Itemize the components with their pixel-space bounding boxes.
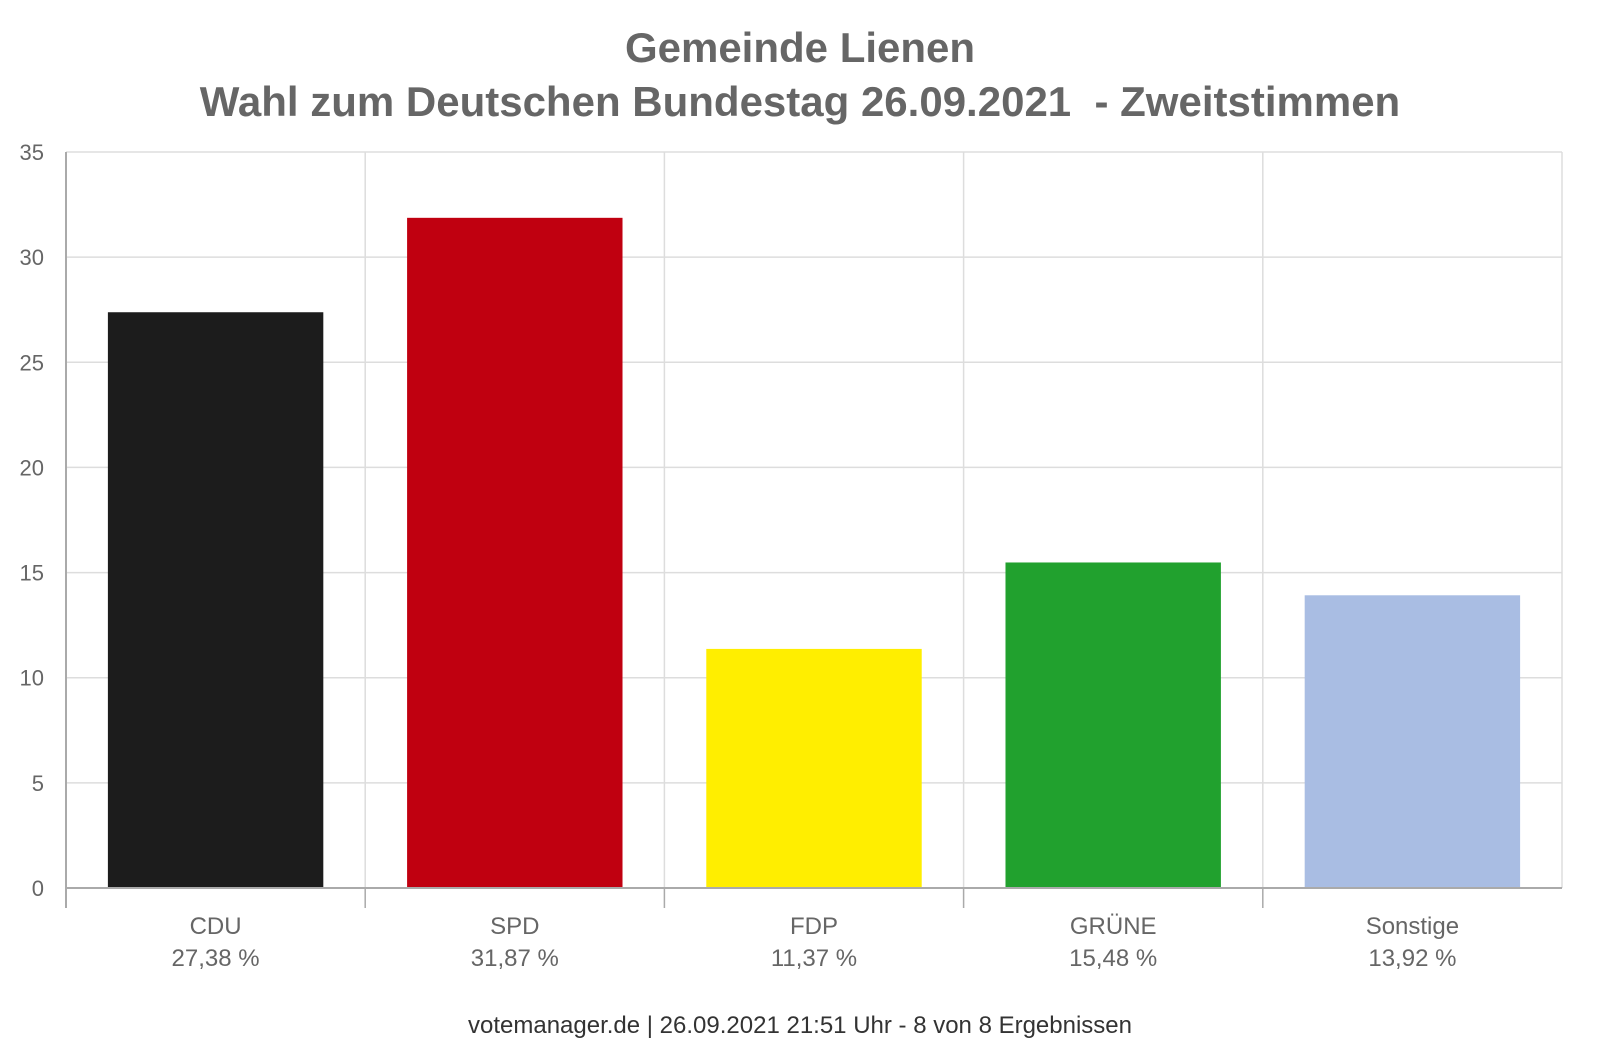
bar-cdu: [107, 312, 324, 889]
bar-gr-ne: [1005, 562, 1221, 888]
y-tick-label: 30: [20, 245, 44, 270]
y-tick-label: 25: [20, 350, 44, 375]
category-label: Sonstige: [1366, 913, 1459, 940]
y-tick-label: 35: [20, 140, 44, 165]
category-label: GRÜNE: [1070, 913, 1157, 940]
bar-spd: [407, 217, 623, 888]
labels: 0 5 10 15 20 25 30 35 CDU 27,38 % SPD 31,87 % FDP 11,…: [20, 140, 1460, 972]
footer-source: votemanager.de | 26.09.2021 21:51 Uhr - …: [468, 1012, 1132, 1039]
y-tick-label: 0: [32, 876, 44, 901]
chart-subtitle: Wahl zum Deutschen Bundestag 26.09.2021 …: [200, 78, 1400, 125]
value-label: 27,38 %: [172, 945, 260, 972]
bar-sonstige: [1304, 595, 1521, 888]
y-tick-label: 10: [20, 666, 44, 691]
value-label: 15,48 %: [1069, 945, 1157, 972]
category-label: FDP: [790, 913, 838, 940]
value-label: 31,87 %: [471, 945, 559, 972]
category-label: SPD: [490, 913, 539, 940]
category-label: CDU: [190, 913, 242, 940]
bar-fdp: [706, 648, 922, 888]
value-label: 13,92 %: [1368, 945, 1456, 972]
chart-title: Gemeinde Lienen: [625, 24, 975, 71]
y-tick-label: 15: [20, 561, 44, 586]
y-tick-label: 20: [20, 455, 44, 480]
axes: [65, 152, 1562, 908]
y-tick-label: 5: [32, 771, 44, 796]
value-label: 11,37 %: [771, 945, 857, 972]
bars: [107, 217, 1521, 889]
